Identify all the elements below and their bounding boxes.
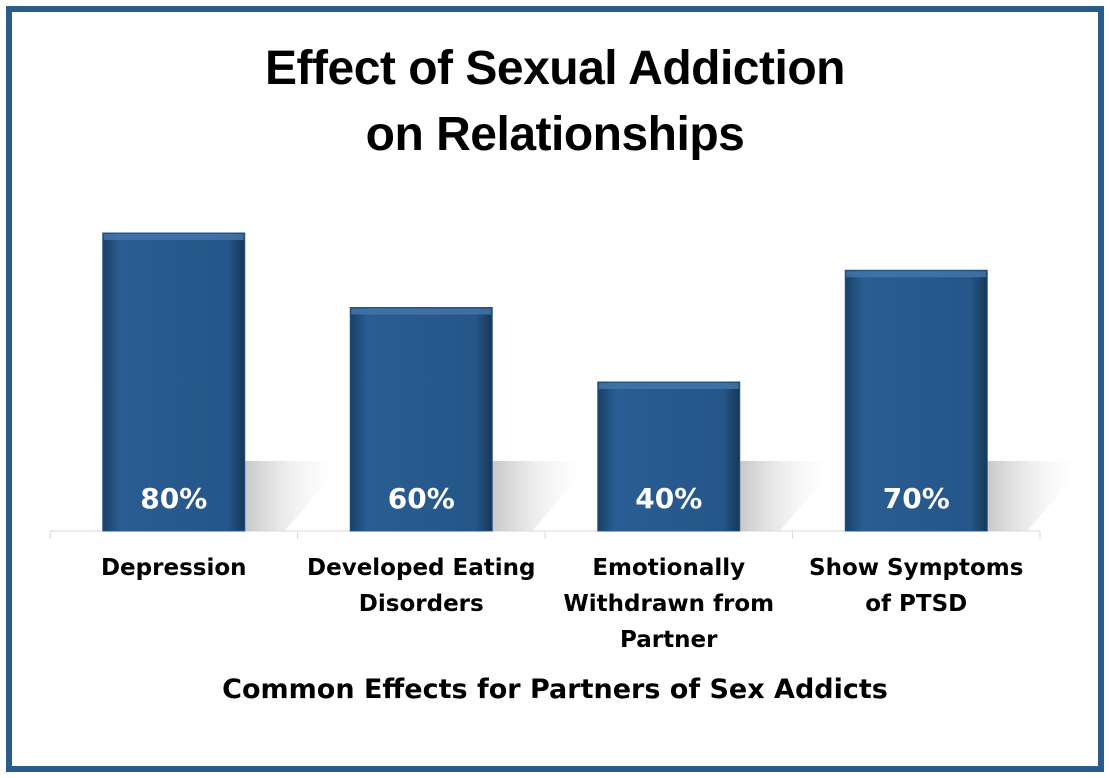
x-tick-label: Developed Eating Disorders — [307, 555, 536, 617]
bar-bevel — [351, 308, 492, 315]
bar-bevel — [598, 383, 739, 389]
bar — [597, 381, 741, 532]
x-axis-title: Common Effects for Partners of Sex Addic… — [222, 674, 888, 705]
chart-title: Effect of Sexual Addiction on Relationsh… — [265, 42, 845, 161]
bar — [844, 269, 988, 532]
bar-shadow — [987, 461, 1088, 531]
value-label: 60% — [388, 482, 455, 515]
x-tick-label: Show Symptoms of PTSD — [809, 555, 1024, 617]
bar-shadow — [492, 461, 593, 531]
bar — [102, 232, 246, 532]
bar-shadow — [244, 461, 345, 531]
bar-bevel — [846, 271, 987, 278]
x-tick-label: Emotionally Withdrawn from Partner — [563, 555, 775, 653]
frame — [6, 6, 1104, 772]
bar-shadow — [739, 461, 840, 531]
bar — [349, 307, 493, 532]
value-label: 80% — [140, 482, 207, 515]
value-label: 40% — [635, 482, 702, 515]
value-label: 70% — [883, 482, 950, 515]
x-tick-label: Depression — [100, 555, 247, 581]
bar-bevel — [103, 234, 244, 240]
